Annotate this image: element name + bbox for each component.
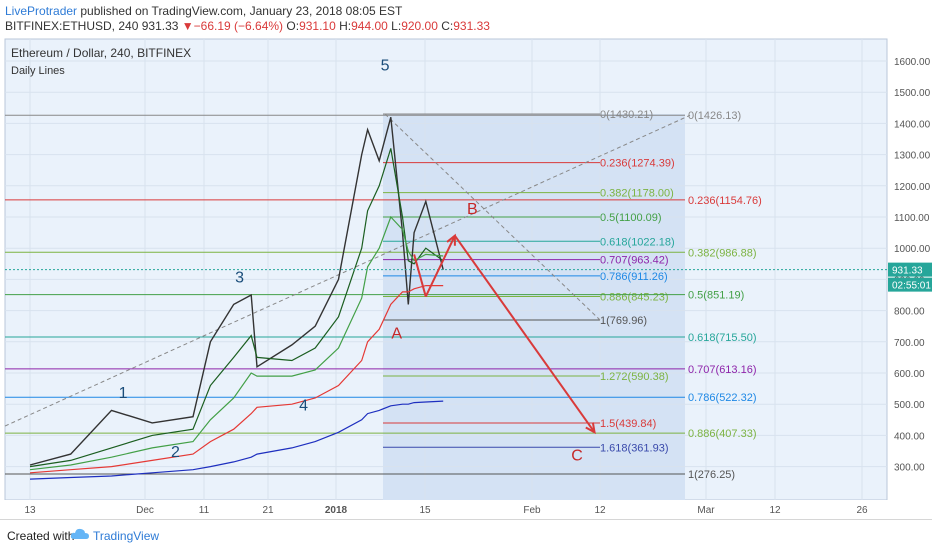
fib-right-level-label: 0.236(1154.76) [688, 195, 762, 207]
wave-label: 5 [381, 57, 390, 74]
last-price-badge [888, 262, 932, 277]
wave-label: A [391, 326, 402, 343]
fib-diagonal [384, 113, 601, 321]
series-line [29, 400, 444, 480]
series-line [29, 117, 444, 466]
fib-right-level-label: 0.618(715.50) [688, 332, 757, 344]
down-arrow-icon: ▼ [181, 19, 194, 33]
price-tick-label: 800.00 [894, 307, 925, 318]
wave-label: C [571, 447, 583, 464]
fib-extension-label: 1.618(361.93) [600, 442, 669, 454]
wave-label: 2 [171, 444, 180, 461]
fib-right-level-label: 1(276.25) [688, 469, 735, 481]
price-tick-label: 300.00 [894, 463, 925, 474]
wave-label: 3 [235, 270, 244, 287]
time-tick-label: Feb [523, 505, 541, 516]
projection-start [413, 254, 427, 297]
time-tick-label: 12 [594, 505, 606, 516]
countdown-label: 02:55:01 [892, 281, 931, 292]
price-tick-label: 500.00 [894, 400, 925, 411]
countdown-badge [888, 277, 932, 292]
series-line [29, 285, 444, 474]
projection-segment [454, 235, 596, 433]
price-tick-label: 1200.00 [894, 182, 931, 193]
fib-left-level-label: 0.886(845.23) [600, 291, 669, 303]
price-tick-label: 1400.00 [894, 119, 931, 130]
fib-left-level-label: 1(769.96) [600, 315, 647, 327]
created-with-label: Created with [7, 529, 75, 543]
series-line [29, 215, 444, 471]
fib-left-level-label: 0.5(1100.09) [600, 212, 662, 224]
ohlc-line: BITFINEX:ETHUSD, 240 931.33 ▼−66.19 (−6.… [5, 19, 490, 33]
trendline-dashed [4, 114, 691, 427]
publish-line: LiveProtrader published on TradingView.c… [5, 4, 402, 18]
price-tick-label: 1100.00 [894, 213, 930, 224]
footer: Created with TradingView [0, 519, 932, 551]
time-tick-label: 26 [856, 505, 868, 516]
fib-right-level-label: 0.5(851.19) [688, 290, 744, 302]
price-tick-label: 600.00 [894, 369, 925, 380]
fib-right-level-label: 0(1426.13) [688, 110, 741, 122]
projection-arrowhead [585, 422, 596, 435]
high-value: 944.00 [351, 19, 388, 33]
symbol-label: BITFINEX:ETHUSD, 240 [5, 19, 139, 33]
price-tick-label: 700.00 [894, 338, 925, 349]
fib-right-level-label: 0.786(522.32) [688, 392, 757, 404]
price-tick-label: 1000.00 [894, 244, 931, 255]
change-value: −66.19 (−6.64%) [193, 19, 284, 33]
series [5, 117, 887, 480]
time-axis-bg[interactable] [0, 500, 888, 519]
price-axis[interactable]: 1600.00 1500.00 1400.00 1300.00 1200.00 1100.… [888, 57, 932, 474]
chart-subtitle: Daily Lines [11, 65, 65, 77]
wave-label: 1 [119, 385, 128, 402]
fib-extension-label: 1.5(439.84) [600, 418, 656, 430]
fib-left-level-label: 0.786(911.26) [600, 271, 668, 283]
fib-right-level-label: 0.886(407.33) [688, 428, 757, 440]
projection [413, 233, 596, 435]
price-tick-label: 1300.00 [894, 151, 931, 162]
time-tick-label: Dec [136, 505, 154, 516]
wave-label: 4 [299, 397, 308, 414]
price-tick-label: 1500.00 [894, 88, 931, 99]
time-tick-label: 15 [419, 505, 431, 516]
low-label: L: [391, 19, 402, 33]
chart-header: LiveProtrader published on TradingView.c… [0, 0, 932, 36]
price-chart[interactable]: 0(1430.21)0.236(1274.39)0.382(1178.00)0.… [0, 36, 932, 519]
close-label: C: [441, 19, 454, 33]
fib-left-level-label: 0.236(1274.39) [600, 158, 675, 170]
time-axis[interactable]: 13 Dec 11 21 2018 15 Feb 12 Mar 12 26 [24, 505, 868, 516]
tradingview-link[interactable]: TradingView [93, 529, 160, 543]
time-tick-label: 12 [769, 505, 781, 516]
low-value: 920.00 [401, 19, 438, 33]
fib-extension-label: 1.272(590.38) [600, 371, 669, 383]
fib-left-level-label: 0.618(1022.18) [600, 236, 675, 248]
fib-left-level-label: 0.707(963.42) [600, 255, 669, 267]
chart-title: Ethereum / Dollar, 240, BITFINEX [11, 46, 191, 60]
open-value: 931.10 [299, 19, 336, 33]
last-price: 931.33 [141, 19, 179, 33]
projection-segment [424, 235, 456, 297]
high-label: H: [339, 19, 352, 33]
price-tick-label: 1600.00 [894, 57, 931, 68]
time-tick-label: 2018 [325, 505, 348, 516]
last-price-badge-label: 931.33 [892, 266, 923, 277]
wave-labels: 1 2 3 4 5 A B C [119, 57, 583, 464]
published-text: published on TradingView.com, January 23… [77, 4, 403, 18]
close-value: 931.33 [453, 19, 490, 33]
time-tick-label: 13 [24, 505, 36, 516]
author-link[interactable]: LiveProtrader [5, 4, 78, 18]
fib-right-level-label: 0.382(986.88) [688, 247, 757, 259]
wave-label: B [467, 201, 478, 218]
time-tick-label: 21 [262, 505, 274, 516]
price-tick-label: 400.00 [894, 431, 925, 442]
tradingview-cloud-icon[interactable] [70, 527, 90, 541]
open-label: O: [286, 19, 300, 33]
fib-right-level-label: 0.707(613.16) [688, 364, 757, 376]
time-tick-label: 11 [199, 505, 210, 516]
fib-levels: 0(1430.21)0.236(1274.39)0.382(1178.00)0.… [4, 109, 762, 481]
time-tick-label: Mar [697, 505, 715, 516]
fib-left-level-label: 0.382(1178.00) [600, 188, 674, 200]
